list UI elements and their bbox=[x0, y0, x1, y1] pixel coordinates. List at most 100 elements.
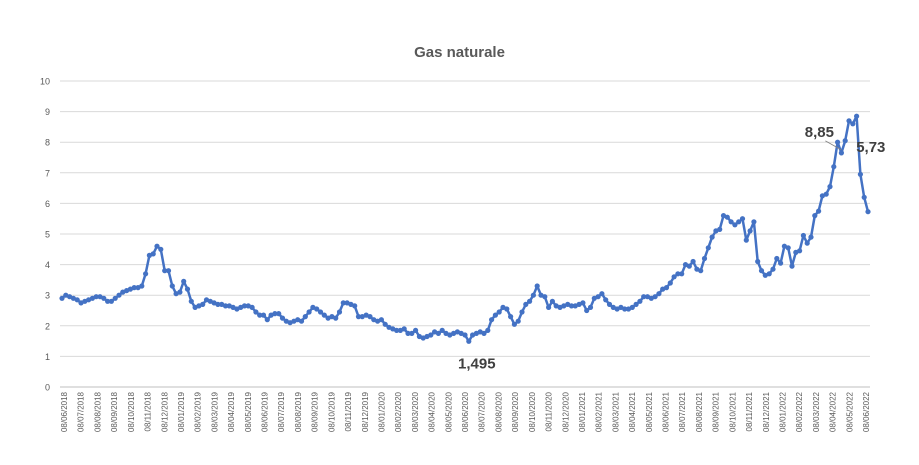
data-point bbox=[865, 209, 871, 215]
data-point bbox=[306, 309, 312, 315]
x-tick-label: 08/03/2019 bbox=[210, 391, 219, 432]
data-point bbox=[652, 294, 658, 300]
x-tick-label: 08/08/2021 bbox=[695, 391, 704, 432]
data-point bbox=[409, 330, 415, 336]
data-point bbox=[154, 243, 160, 249]
y-tick-label: 10 bbox=[40, 77, 50, 87]
data-point bbox=[758, 268, 765, 274]
data-point bbox=[523, 301, 529, 307]
data-point bbox=[116, 292, 122, 298]
x-tick-label: 08/02/2020 bbox=[394, 391, 403, 432]
x-tick-label: 08/11/2019 bbox=[344, 391, 353, 431]
data-point bbox=[846, 118, 852, 124]
x-tick-label: 08/01/2022 bbox=[778, 391, 787, 432]
data-point bbox=[519, 309, 525, 315]
data-point bbox=[394, 327, 400, 333]
data-point bbox=[747, 228, 753, 234]
x-tick-label: 08/10/2020 bbox=[528, 391, 537, 432]
data-point bbox=[150, 251, 156, 257]
data-point bbox=[709, 234, 715, 240]
data-point bbox=[580, 300, 586, 306]
data-point bbox=[679, 271, 685, 277]
data-point bbox=[131, 285, 137, 291]
data-point bbox=[755, 258, 761, 265]
data-point bbox=[854, 113, 860, 119]
data-point bbox=[797, 248, 803, 254]
data-point bbox=[74, 297, 80, 303]
data-point bbox=[766, 271, 772, 277]
x-tick-label: 08/02/2019 bbox=[194, 391, 203, 432]
data-point bbox=[823, 191, 829, 197]
data-point bbox=[314, 306, 320, 312]
data-point bbox=[462, 332, 468, 338]
chart-title: Gas naturale bbox=[414, 44, 505, 61]
data-point bbox=[663, 285, 670, 291]
data-point bbox=[622, 306, 628, 312]
data-point bbox=[435, 330, 441, 336]
x-tick-label: 08/12/2021 bbox=[762, 391, 771, 432]
data-point bbox=[732, 222, 738, 228]
data-label: 8,85 bbox=[805, 124, 834, 141]
x-tick-label: 08/05/2021 bbox=[645, 391, 654, 432]
data-point bbox=[101, 295, 107, 301]
data-point bbox=[534, 283, 540, 289]
x-tick-label: 08/10/2019 bbox=[327, 391, 336, 432]
data-point bbox=[439, 327, 445, 333]
data-point bbox=[272, 311, 278, 317]
data-point bbox=[857, 171, 864, 177]
y-tick-label: 6 bbox=[45, 199, 50, 209]
data-point bbox=[428, 332, 434, 338]
data-point bbox=[728, 219, 734, 225]
data-point bbox=[264, 317, 270, 323]
annotation-leader bbox=[825, 140, 842, 151]
x-tick-label: 08/09/2021 bbox=[712, 391, 721, 432]
data-point bbox=[298, 318, 305, 324]
x-tick-label: 08/01/2020 bbox=[377, 391, 386, 432]
data-point bbox=[584, 307, 590, 314]
x-tick-label: 08/10/2021 bbox=[728, 391, 737, 432]
data-point bbox=[382, 321, 388, 327]
data-point bbox=[527, 298, 533, 304]
data-point bbox=[466, 338, 472, 344]
data-point bbox=[162, 268, 168, 274]
x-tick-label: 08/09/2020 bbox=[511, 391, 520, 432]
data-point bbox=[816, 208, 822, 214]
data-point bbox=[177, 289, 183, 295]
data-point bbox=[401, 326, 407, 332]
annotations: 8,85 1,495 5,73 bbox=[458, 124, 885, 372]
data-point bbox=[59, 295, 65, 301]
y-tick-label: 9 bbox=[45, 107, 50, 117]
x-tick-label: 08/11/2020 bbox=[545, 391, 554, 431]
x-tick-label: 08/04/2021 bbox=[628, 391, 637, 432]
data-point bbox=[739, 216, 746, 222]
x-axis-tick-labels: 08/06/2018 08/07/2018 08/08/2018 08/09/2018… bbox=[60, 391, 871, 432]
data-point bbox=[253, 309, 259, 315]
data-point bbox=[276, 311, 282, 317]
data-point bbox=[508, 314, 514, 320]
data-label: 1,495 bbox=[458, 355, 496, 372]
x-tick-label: 08/02/2022 bbox=[795, 391, 804, 432]
data-point bbox=[698, 268, 704, 274]
x-tick-label: 08/12/2018 bbox=[160, 391, 169, 432]
data-point bbox=[158, 246, 164, 252]
data-point bbox=[112, 295, 118, 301]
data-point bbox=[705, 245, 711, 251]
x-tick-label: 08/06/2022 bbox=[862, 391, 871, 432]
data-point bbox=[181, 278, 187, 284]
data-point bbox=[405, 330, 411, 336]
y-tick-label: 3 bbox=[45, 291, 50, 301]
y-tick-label: 7 bbox=[45, 168, 50, 178]
x-tick-label: 08/12/2019 bbox=[361, 391, 370, 432]
data-point bbox=[751, 219, 757, 225]
data-point bbox=[530, 292, 537, 298]
data-point bbox=[785, 245, 791, 251]
data-point bbox=[736, 219, 742, 225]
data-point bbox=[378, 317, 384, 323]
x-tick-label: 08/01/2019 bbox=[177, 391, 186, 432]
x-tick-label: 08/08/2018 bbox=[93, 391, 102, 432]
data-point bbox=[321, 312, 327, 318]
data-point bbox=[108, 298, 114, 304]
data-point bbox=[838, 150, 845, 156]
x-tick-label: 08/07/2018 bbox=[77, 391, 86, 432]
y-tick-label: 1 bbox=[45, 352, 50, 362]
